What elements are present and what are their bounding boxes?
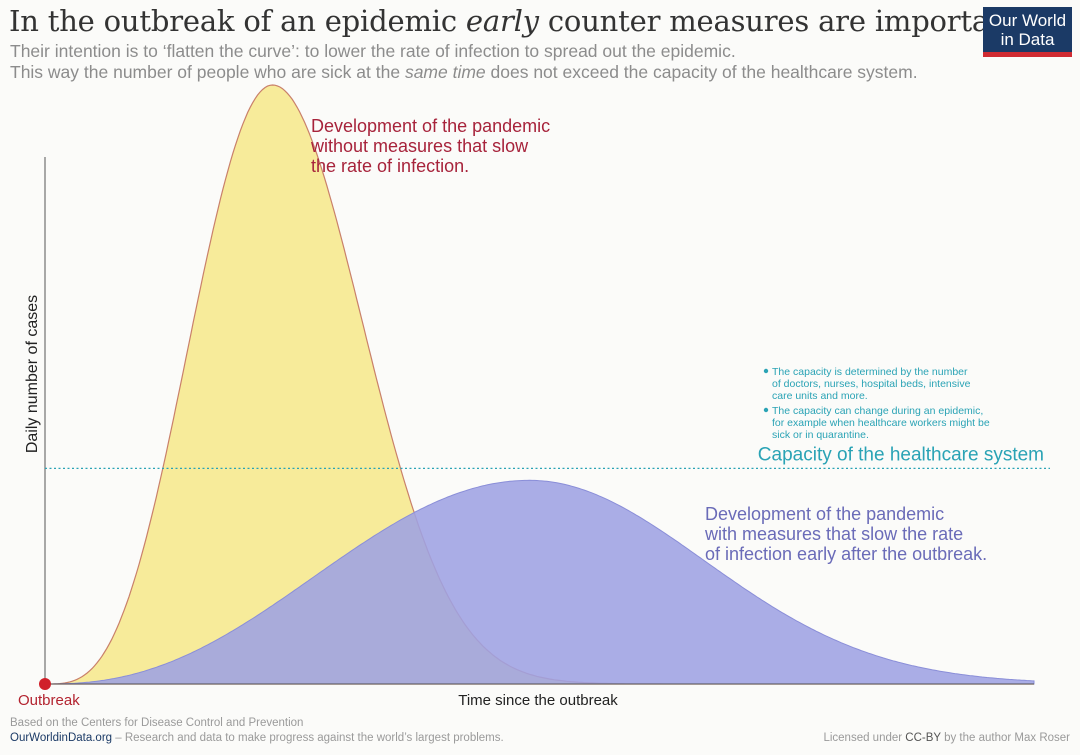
license-suffix: by the author Max Roser: [940, 732, 1070, 744]
series-with-measures-label: with measures that slow the rate: [704, 524, 963, 544]
series-with-measures-label: of infection early after the outbreak.: [705, 544, 987, 564]
capacity-note-line: of doctors, nurses, hospital beds, inten…: [772, 378, 971, 390]
capacity-note-line: care units and more.: [772, 390, 868, 402]
subtitle-text-b: does not exceed the capacity of the heal…: [485, 62, 918, 82]
source-note: Based on the Centers for Disease Control…: [10, 717, 304, 729]
capacity-note-line: The capacity can change during an epidem…: [772, 405, 983, 417]
outbreak-marker: [39, 678, 51, 690]
license-link[interactable]: CC-BY: [905, 732, 941, 744]
owid-logo[interactable]: Our World in Data: [983, 7, 1072, 57]
series-without-measures-label: without measures that slow: [310, 136, 529, 156]
capacity-note-bullet: [763, 368, 769, 374]
subtitle-line-1: Their intention is to ‘flatten the curve…: [10, 41, 736, 61]
capacity-note-bullet: [763, 407, 769, 413]
subtitle-line-2: This way the number of people who are si…: [10, 62, 918, 83]
series-without-measures-label: Development of the pandemic: [311, 116, 550, 136]
subtitle-text-a: This way the number of people who are si…: [10, 62, 405, 82]
title-text-2: counter measures are important: [538, 4, 1019, 38]
series-without-measures-label: the rate of infection.: [311, 156, 469, 176]
series-with-measures-label: Development of the pandemic: [705, 504, 944, 524]
logo-line-2: in Data: [1000, 30, 1055, 49]
outbreak-label: Outbreak: [18, 692, 80, 709]
logo-red-bar: [983, 52, 1072, 57]
y-axis-label: Daily number of cases: [24, 295, 41, 453]
title-text-1: In the outbreak of an epidemic: [9, 4, 466, 38]
site-tagline: – Research and data to make progress aga…: [112, 732, 504, 744]
capacity-label: Capacity of the healthcare system: [758, 444, 1044, 465]
logo-line-1: Our World: [988, 11, 1067, 30]
footer-site-line: OurWorldinData.org – Research and data t…: [10, 732, 504, 744]
x-axis-label: Time since the outbreak: [458, 692, 618, 709]
license-prefix: Licensed under: [823, 732, 906, 744]
capacity-note-line: The capacity is determined by the number: [772, 366, 968, 378]
chart-title: In the outbreak of an epidemic early cou…: [9, 4, 1019, 38]
site-link[interactable]: OurWorldinData.org: [10, 732, 113, 744]
title-emphasis: early: [465, 4, 539, 38]
capacity-note-line: sick or in quarantine.: [772, 429, 869, 441]
capacity-note-line: for example when healthcare workers migh…: [772, 417, 990, 429]
license-note: Licensed under CC-BY by the author Max R…: [823, 732, 1070, 744]
subtitle-emphasis: same time: [404, 62, 486, 82]
series-with-measures-area: [45, 479, 1035, 685]
